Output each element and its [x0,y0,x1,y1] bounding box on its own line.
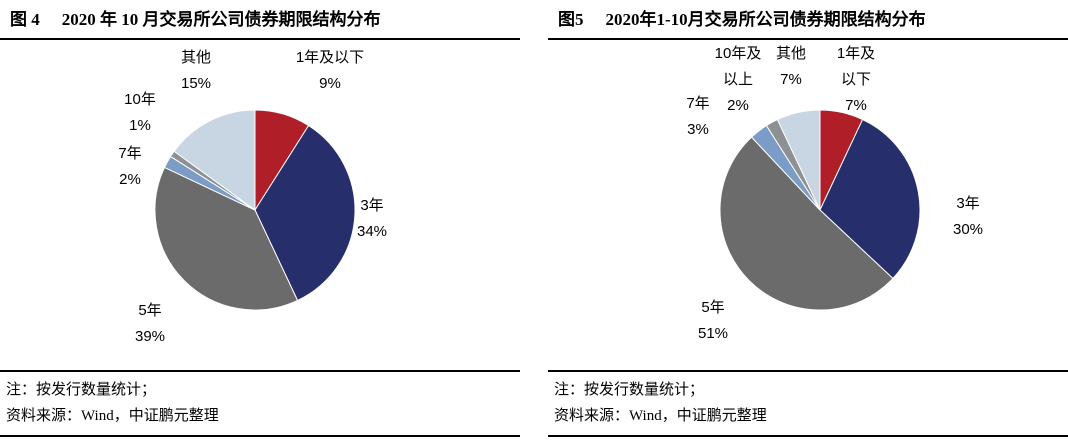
pie-slice-label-10年及以上: 10年及以上 2% [715,45,762,114]
chart-notes-right: 注：按发行数量统计； 资料来源：Wind，中证鹏元整理 [548,370,1068,437]
pie-slice-5年 [154,166,299,311]
pie-slice-label-1年及以下: 1年及以下 9% [296,49,364,92]
source-line: 资料来源：Wind，中证鹏元整理 [6,408,219,424]
pie-slice-label-其他: 其他 15% [181,49,211,92]
note-line: 注：按发行数量统计； [6,382,157,398]
pie-slice-label-10年: 10年 1% [124,91,156,134]
pie-chart-left: 1年及以下 9% 3年 34% 5年 39% 7年 2% 10年 1% 其他 15% [118,49,387,345]
pie-slice-label-5年: 5年 51% [698,299,728,342]
pie-slice-其他 [776,109,821,211]
figure-title-text: 2020 年 10 月交易所公司债券期限结构分布 [61,10,381,29]
chart-notes-left: 注：按发行数量统计； 资料来源：Wind，中证鹏元整理 [0,370,520,437]
figure-label: 图5 [558,10,584,29]
pie-slice-label-7年: 7年 2% [118,145,141,188]
chart-panel-right: 图5 2020年1-10月交易所公司债券期限结构分布 1年及以下 7% 3年 30% 5… [548,2,1068,442]
chart-title-right: 图5 2020年1-10月交易所公司债券期限结构分布 [548,2,1068,40]
pie-slice-label-其他: 其他 7% [776,45,806,88]
note-line: 注：按发行数量统计； [554,382,705,398]
pie-slice-label-5年: 5年 39% [135,302,165,345]
figure-label: 图 4 [10,10,40,29]
source-line: 资料来源：Wind，中证鹏元整理 [554,408,767,424]
pie-slice-3年 [819,118,921,280]
chart-panel-left: 图 4 2020 年 10 月交易所公司债券期限结构分布 1年及以下 9% 3年 34… [0,2,520,442]
pie-slice-label-3年: 3年 34% [357,197,387,240]
pie-chart-right: 1年及以下 7% 3年 30% 5年 51% 7年 3% 10年及以上 2% 其他 7% [686,45,983,342]
pie-slice-3年 [254,124,356,302]
figure-title-text: 2020年1-10月交易所公司债券期限结构分布 [605,10,926,29]
pie-slice-label-7年: 7年 3% [686,95,709,138]
pie-slice-label-3年: 3年 30% [953,195,983,238]
pie-slice-其他 [173,109,256,211]
pie-slice-5年 [719,136,894,311]
chart-title-left: 图 4 2020 年 10 月交易所公司债券期限结构分布 [0,2,520,40]
pie-slice-label-1年及以下: 1年及以下 7% [837,45,875,114]
